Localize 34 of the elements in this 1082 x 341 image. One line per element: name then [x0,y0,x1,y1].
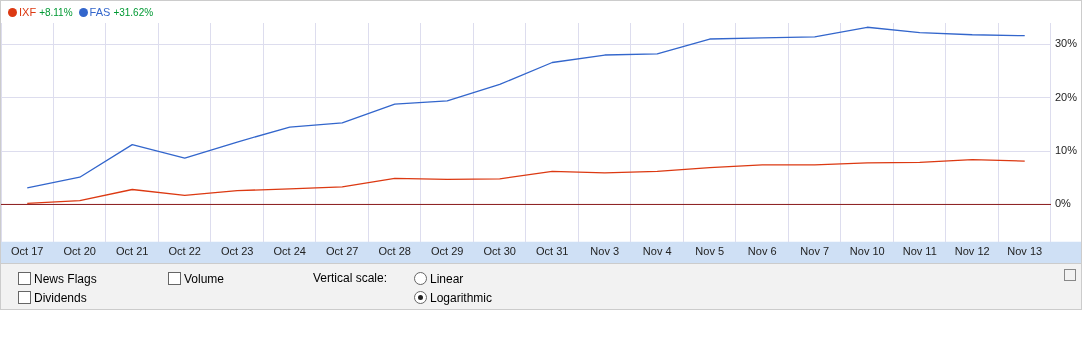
text: Dividends [33,291,87,305]
x-tick-label: Nov 6 [747,245,777,258]
x-tick-label: Oct 22 [168,245,201,258]
text: News Flags [33,272,97,286]
x-tick-label: Nov 4 [642,245,672,258]
x-tick-label: Oct 27 [326,245,359,258]
y-tick-label: 10% [1054,144,1078,157]
text: +8.11% [39,7,73,18]
x-tick-label: Nov 3 [590,245,620,258]
x-tick-label: Oct 20 [63,245,96,258]
y-tick-label: 30% [1054,37,1078,50]
x-tick-label: Oct 30 [483,245,516,258]
text: Logarithmic [429,291,493,305]
x-tick-label: Oct 24 [273,245,306,258]
text: Linear [429,272,464,286]
x-tick-label: Nov 10 [849,245,885,258]
x-tick-label: Nov 13 [1007,245,1043,258]
text: Volume [183,272,225,286]
x-tick-label: Oct 23 [221,245,254,258]
text: +31.62% [113,7,154,18]
x-tick-label: Nov 7 [800,245,830,258]
y-tick-label: 20% [1054,90,1078,103]
y-tick-label: 0% [1054,197,1072,210]
x-tick-label: Nov 12 [954,245,990,258]
legend-label: FAS [89,6,111,18]
x-tick-label: Oct 31 [536,245,569,258]
x-tick-label: Nov 5 [695,245,725,258]
x-tick-label: Oct 17 [11,245,44,258]
x-tick-label: Nov 11 [902,245,937,258]
text: Vertical scale: [313,271,388,285]
x-tick-label: Oct 29 [431,245,464,258]
x-tick-label: Oct 28 [378,245,411,258]
legend-label: IXF [19,6,37,18]
x-tick-label: Oct 21 [116,245,149,258]
